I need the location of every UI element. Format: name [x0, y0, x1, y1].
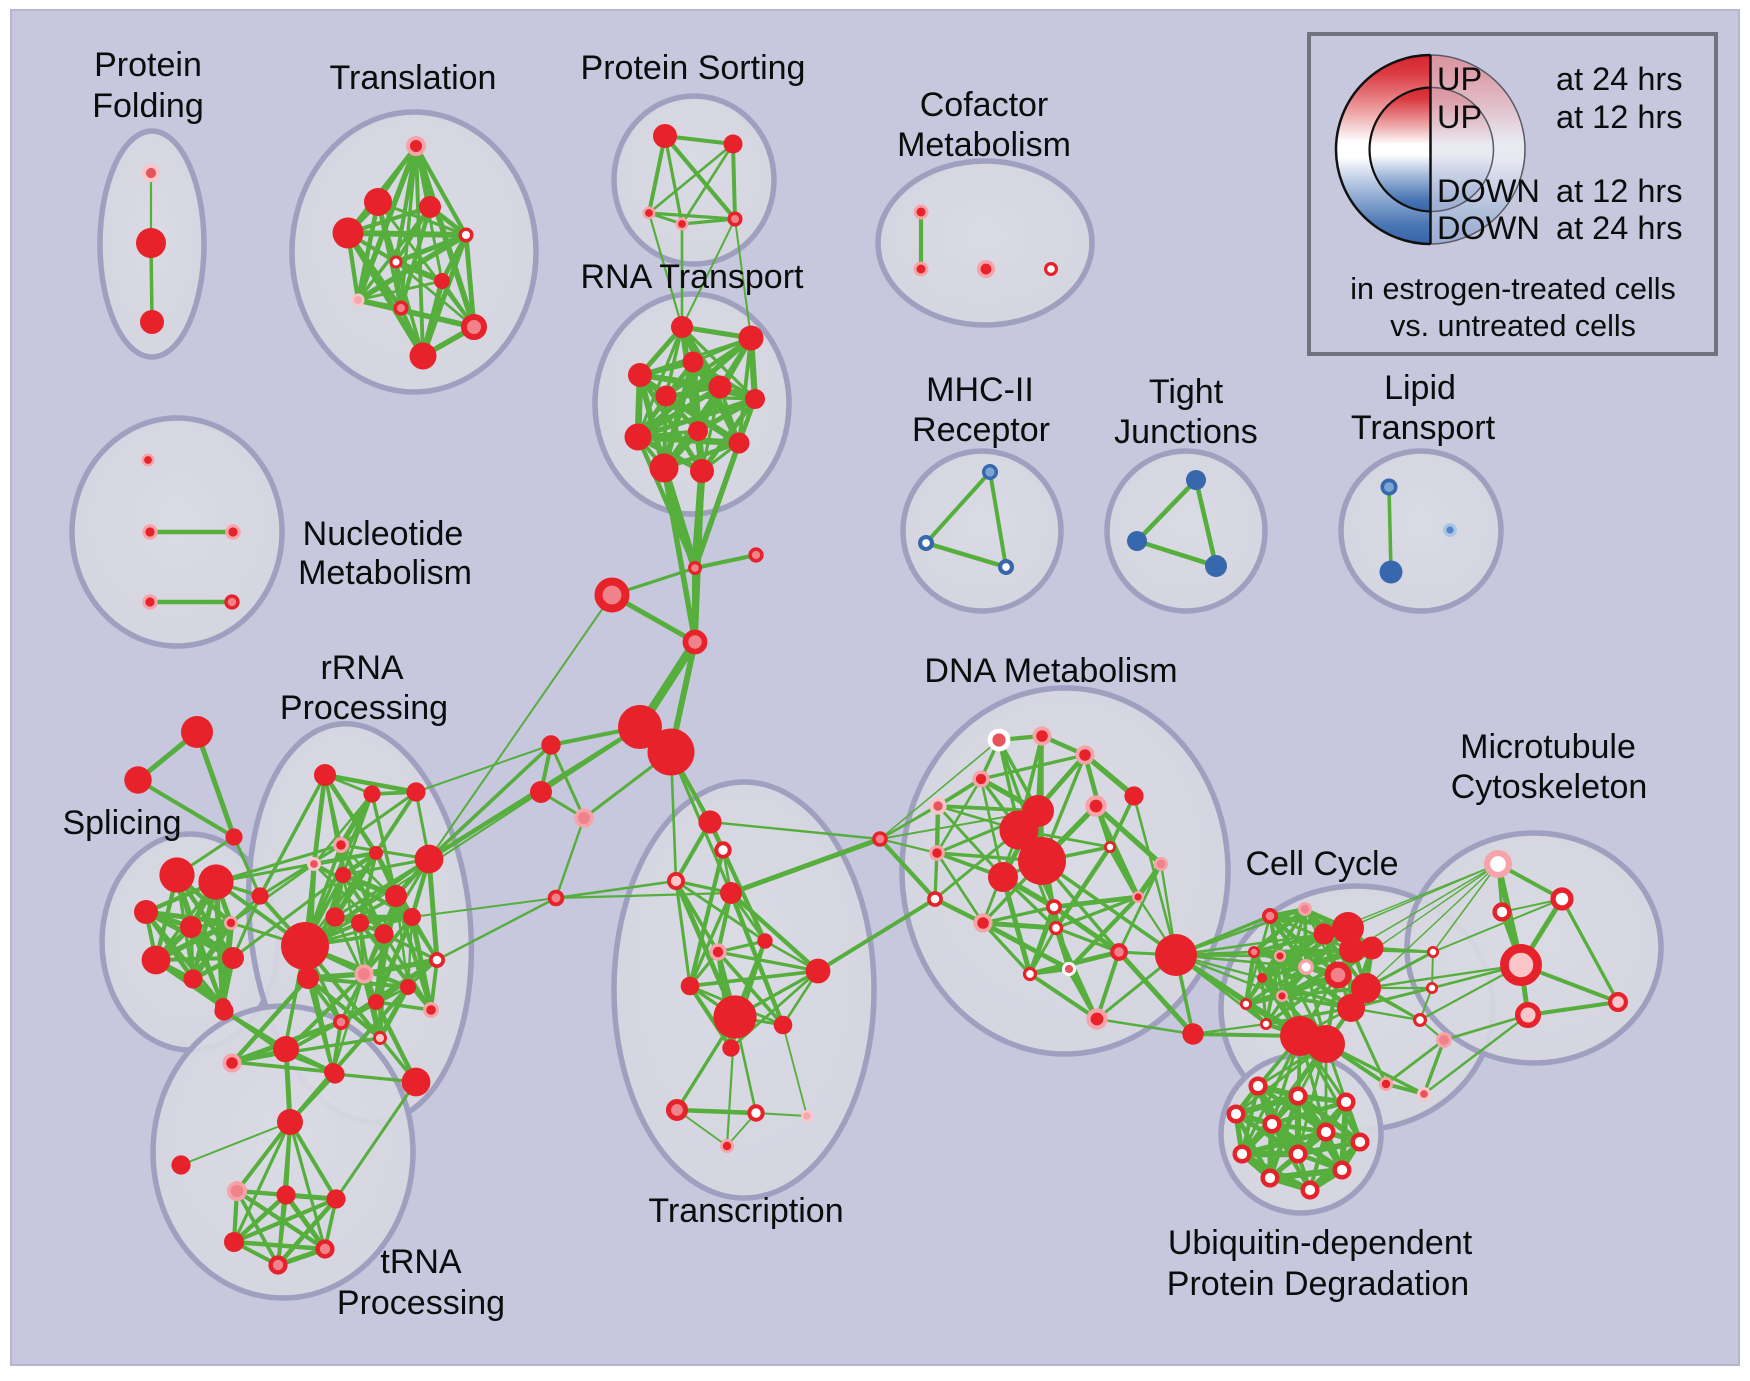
- svg-text:at 24 hrs: at 24 hrs: [1556, 210, 1682, 246]
- svg-text:DOWN: DOWN: [1437, 210, 1540, 246]
- svg-text:UP: UP: [1437, 61, 1482, 97]
- svg-text:Ubiquitin-dependent: Ubiquitin-dependent: [1168, 1224, 1473, 1262]
- svg-text:Processing: Processing: [337, 1284, 505, 1322]
- svg-text:Cytoskeleton: Cytoskeleton: [1451, 768, 1648, 806]
- svg-text:Metabolism: Metabolism: [298, 554, 472, 592]
- svg-text:Transcription: Transcription: [648, 1192, 843, 1230]
- svg-text:vs. untreated cells: vs. untreated cells: [1390, 309, 1636, 343]
- svg-text:Nucleotide: Nucleotide: [303, 515, 464, 553]
- svg-text:DNA Metabolism: DNA Metabolism: [924, 652, 1177, 690]
- svg-text:at 24 hrs: at 24 hrs: [1556, 61, 1682, 97]
- svg-text:Protein: Protein: [94, 46, 202, 84]
- svg-text:Cell Cycle: Cell Cycle: [1245, 845, 1398, 883]
- svg-text:Metabolism: Metabolism: [897, 126, 1071, 164]
- svg-text:at 12 hrs: at 12 hrs: [1556, 173, 1682, 209]
- svg-text:Protein Degradation: Protein Degradation: [1167, 1265, 1469, 1303]
- svg-text:RNA Transport: RNA Transport: [581, 258, 805, 296]
- svg-text:Protein Sorting: Protein Sorting: [581, 49, 806, 87]
- svg-text:Splicing: Splicing: [62, 804, 181, 842]
- svg-text:Microtubule: Microtubule: [1460, 728, 1636, 766]
- svg-text:in estrogen-treated cells: in estrogen-treated cells: [1350, 272, 1676, 306]
- svg-text:Receptor: Receptor: [912, 411, 1050, 449]
- svg-text:Translation: Translation: [330, 59, 497, 97]
- svg-text:Transport: Transport: [1351, 409, 1496, 447]
- svg-text:DOWN: DOWN: [1437, 173, 1540, 209]
- svg-text:Tight: Tight: [1149, 373, 1224, 411]
- svg-text:Processing: Processing: [280, 689, 448, 727]
- svg-text:Lipid: Lipid: [1384, 369, 1456, 407]
- svg-text:MHC-II: MHC-II: [926, 371, 1034, 409]
- svg-text:rRNA: rRNA: [320, 649, 403, 687]
- svg-text:Junctions: Junctions: [1114, 413, 1258, 451]
- svg-text:at 12 hrs: at 12 hrs: [1556, 99, 1682, 135]
- svg-text:Folding: Folding: [92, 87, 204, 125]
- svg-text:Cofactor: Cofactor: [920, 86, 1049, 124]
- svg-text:tRNA: tRNA: [380, 1243, 462, 1281]
- svg-text:UP: UP: [1437, 99, 1482, 135]
